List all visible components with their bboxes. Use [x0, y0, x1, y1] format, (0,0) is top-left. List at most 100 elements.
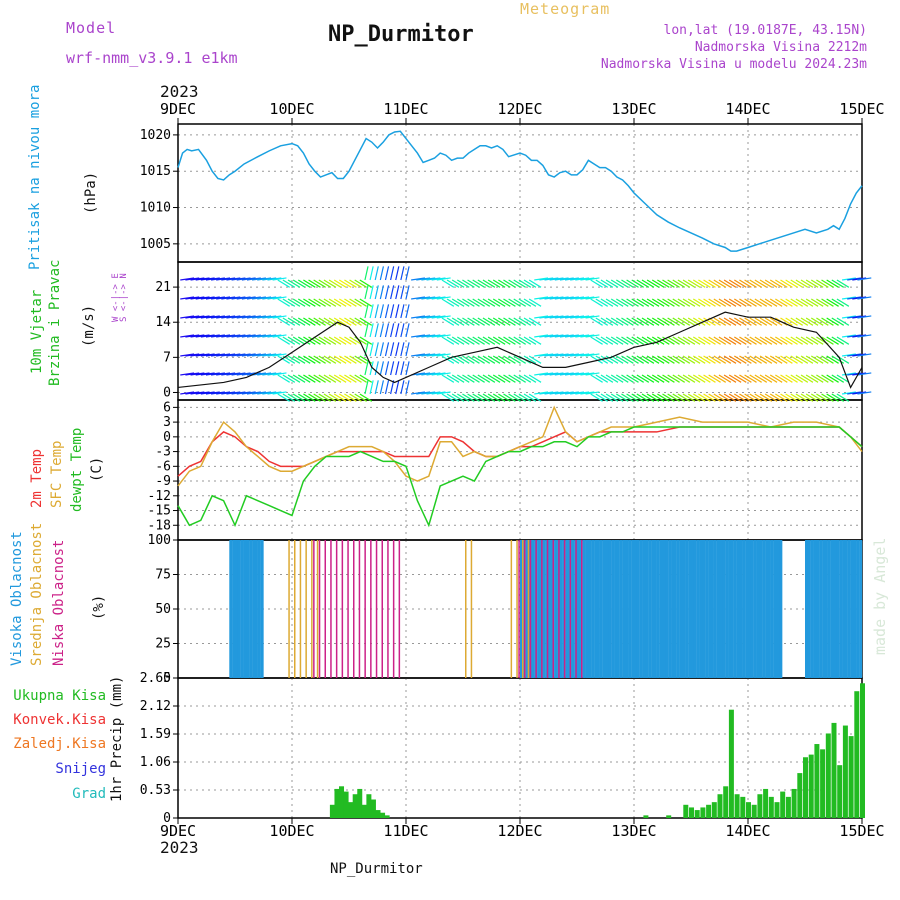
wind-barb: [333, 317, 347, 326]
wind-barb: [528, 317, 542, 326]
wind-barb: [523, 336, 537, 345]
wind-barb: [216, 277, 231, 281]
wind-barb: [323, 374, 337, 383]
cld-low-bar: [370, 540, 372, 678]
wind-barb: [703, 374, 716, 383]
wind-barb: [610, 336, 624, 345]
cld-high-bar: [742, 540, 746, 678]
wind-barb: [570, 372, 585, 376]
cld-high-bar: [773, 540, 777, 678]
coords-text: lon,lat (19.0187E, 43.15N): [663, 23, 868, 38]
wind-barb: [713, 374, 727, 383]
wind-barb: [277, 355, 290, 364]
wind-barb: [692, 336, 706, 345]
cld-high-bar: [688, 540, 692, 678]
wind-barb: [734, 355, 747, 364]
wind-barb: [441, 374, 455, 383]
wind-barb: [323, 336, 337, 345]
wind-barb: [528, 279, 542, 288]
wind-barb: [308, 393, 321, 402]
wind-barb: [754, 355, 768, 364]
wind-barb: [308, 298, 321, 307]
wind-barb: [570, 353, 585, 357]
wind-barb: [252, 315, 267, 319]
wind-barb: [841, 334, 856, 338]
wind-barb: [400, 380, 405, 395]
wind-barb: [600, 279, 614, 288]
wind-barb: [687, 374, 701, 383]
wind-barb: [384, 323, 390, 338]
wind-barb: [764, 374, 778, 383]
precip-bar: [357, 788, 363, 818]
wind-barb: [180, 296, 195, 300]
wind-barb: [277, 336, 290, 345]
cld-high-bar: [833, 540, 837, 678]
wind-speed-line: [177, 311, 863, 389]
footer-station: NP_Durmitor: [330, 861, 423, 877]
wind-barb: [631, 317, 644, 326]
wind-barb: [692, 355, 706, 364]
wind-barb: [657, 393, 670, 402]
wind-barb: [708, 336, 721, 345]
wind-barb: [539, 315, 554, 319]
wind-barb: [785, 374, 798, 383]
wind-barb: [477, 279, 491, 288]
wind-barb: [328, 355, 342, 364]
wind-barb: [816, 298, 829, 307]
wind-barb: [508, 336, 521, 345]
wind-barb: [369, 342, 374, 357]
cld-high-bar: [520, 540, 523, 678]
wind-barb: [226, 296, 241, 300]
wind-barb: [221, 391, 236, 395]
wind-barb: [236, 296, 251, 300]
wind-barb: [667, 317, 680, 326]
wind-barb: [205, 391, 220, 395]
wind-barb: [236, 277, 251, 281]
wind-barb: [349, 336, 362, 345]
wind-barb: [426, 315, 441, 319]
cld-low-bar: [524, 540, 526, 678]
wind-barb: [764, 317, 778, 326]
cld-low-bar: [398, 540, 401, 678]
wind-barb: [411, 353, 426, 357]
cld-high-bar: [585, 540, 589, 678]
product-title: Meteogram: [520, 0, 611, 18]
precip-bar: [717, 794, 723, 818]
wind-barb: [626, 374, 639, 383]
wind-barb: [805, 336, 819, 345]
wind-barb: [852, 315, 867, 319]
wind-barb: [841, 372, 856, 376]
wind-barb: [508, 374, 521, 383]
wind-barb: [539, 391, 554, 395]
wind-barb: [257, 334, 272, 338]
wind-barb: [616, 279, 629, 288]
wind-barb: [241, 391, 256, 395]
wind-barb: [467, 393, 480, 402]
wind-barb: [431, 296, 446, 300]
wind-barb: [631, 355, 644, 364]
wind-barb: [292, 336, 306, 345]
wind-barb: [416, 391, 431, 395]
wind-barb: [651, 355, 665, 364]
y-tick-label: 1.06: [140, 755, 171, 770]
precip-bar: [370, 799, 376, 818]
wind-barb: [441, 393, 455, 402]
cld-low-bar: [581, 540, 583, 678]
wind-barb: [708, 298, 721, 307]
wind-barb: [554, 296, 569, 300]
wind-barb: [785, 355, 798, 364]
wind-barb: [246, 277, 261, 281]
wind-barb: [508, 298, 521, 307]
wind-barb: [354, 355, 367, 364]
wind-barb: [384, 266, 390, 281]
wind-barb: [451, 393, 465, 402]
wind-barb: [805, 374, 819, 383]
x-tick-label-bottom: 13DEC: [611, 822, 656, 840]
wind-barb: [384, 380, 390, 395]
wind-barb: [200, 353, 215, 357]
y-tick-label: -6: [155, 459, 171, 474]
cld-high-bar: [853, 540, 857, 678]
wind-barb: [313, 355, 326, 364]
wind-barb: [226, 391, 241, 395]
wind-barb: [687, 336, 701, 345]
